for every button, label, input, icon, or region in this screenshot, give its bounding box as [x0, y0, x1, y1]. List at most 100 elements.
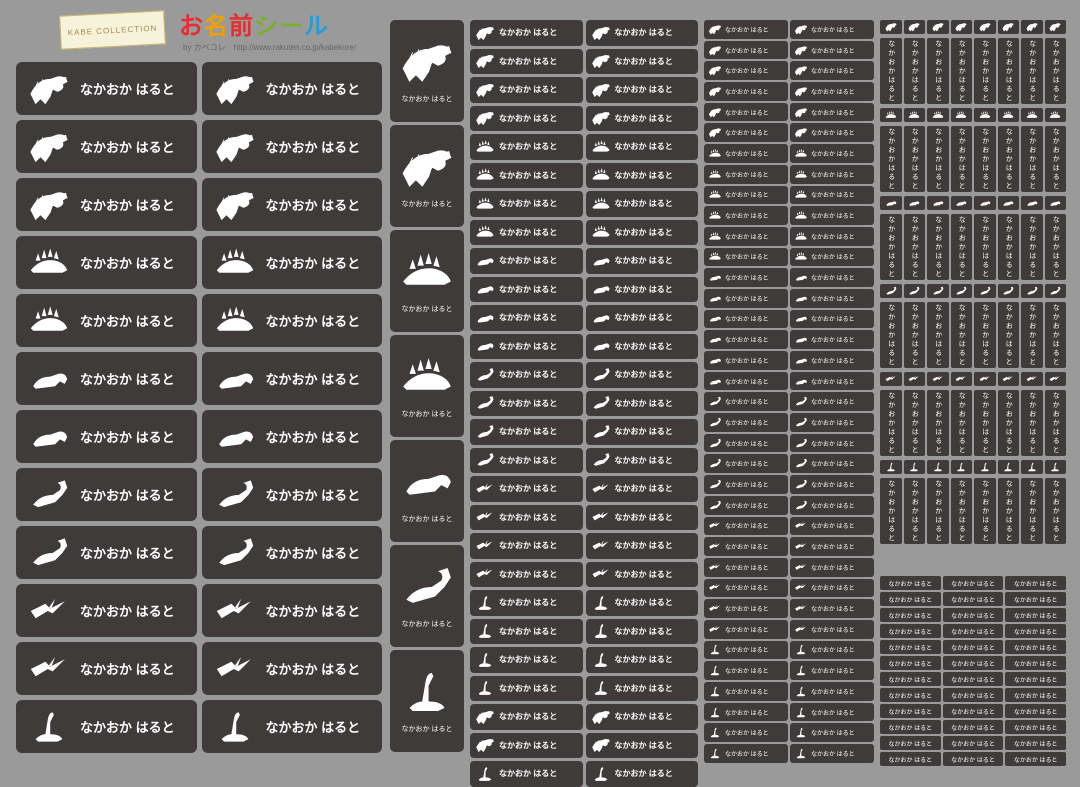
header: KABE COLLECTION お 名 前 シ ー ル by カベコレ http…	[60, 6, 356, 53]
label-medium: なかおか はると	[586, 590, 699, 616]
label-tiny-horizontal: なかおか はると	[943, 704, 1004, 718]
trex-icon	[951, 20, 973, 34]
label-tiny-vertical: なかおかはると	[1045, 214, 1067, 280]
stego-icon	[707, 148, 723, 159]
label-medium: なかおか はると	[586, 448, 699, 474]
label-tiny-vertical: なかおかはると	[1021, 478, 1043, 544]
label-medium: なかおか はると	[470, 704, 583, 730]
label-small: なかおか はると	[704, 206, 788, 225]
label-text: なかおか はると	[499, 426, 557, 437]
label-text: なかおか はると	[725, 46, 769, 55]
tricera-icon	[927, 196, 949, 210]
label-small: なかおか はると	[704, 227, 788, 246]
parasaur-icon	[793, 458, 809, 469]
label-large: なかおか はると	[202, 352, 383, 405]
tricera-icon	[1045, 196, 1067, 210]
label-text: なかおか はると	[499, 113, 557, 124]
stego-icon	[474, 224, 496, 240]
label-text: なかおかはると	[886, 392, 896, 455]
stego-icon	[590, 224, 612, 240]
label-text: なかおか はると	[811, 625, 855, 634]
label-text: なかおか はると	[811, 232, 855, 241]
pterodactyl-icon	[880, 372, 902, 386]
label-text: なかおか はると	[725, 501, 769, 510]
tiny-group: なかおかはるとなかおかはるとなかおかはるとなかおかはるとなかおかはるとなかおかは…	[880, 302, 1066, 368]
label-text: なかおか はると	[402, 409, 453, 419]
pterodactyl-icon	[793, 582, 809, 593]
parasaur-icon	[974, 284, 996, 298]
trex-icon	[793, 127, 809, 138]
label-medium: なかおか はると	[586, 134, 699, 160]
stego-icon	[1045, 108, 1067, 122]
stego-icon	[793, 231, 809, 242]
label-medium: なかおか はると	[470, 619, 583, 645]
label-text: なかおかはると	[909, 480, 919, 543]
label-small: なかおか はると	[790, 517, 874, 536]
label-text: なかおかはると	[1003, 392, 1013, 455]
pterodactyl-icon	[793, 562, 809, 573]
label-vertical: なかおか はると	[390, 440, 464, 542]
tricera-icon	[793, 293, 809, 304]
pterodactyl-icon	[474, 566, 496, 582]
label-medium: なかおか はると	[586, 391, 699, 417]
label-text: なかおかはると	[1027, 128, 1037, 191]
tricera-icon	[904, 196, 926, 210]
label-tiny-horizontal: なかおか はると	[880, 736, 941, 750]
label-text: なかおか はると	[1014, 691, 1058, 700]
label-medium: なかおか はると	[586, 647, 699, 673]
label-small: なかおか はると	[790, 41, 874, 60]
label-text: なかおか はると	[811, 87, 855, 96]
tricera-icon	[474, 253, 496, 269]
label-text: なかおかはると	[886, 304, 896, 367]
label-text: なかおか はると	[725, 170, 769, 179]
label-text: なかおか はると	[725, 232, 769, 241]
pterodactyl-icon	[474, 481, 496, 497]
tricera-icon	[24, 420, 74, 454]
label-text: なかおか はると	[725, 645, 769, 654]
tricera-icon	[707, 293, 723, 304]
label-medium: なかおか はると	[586, 562, 699, 588]
label-small: なかおか はると	[704, 413, 788, 432]
label-small: なかおか はると	[704, 392, 788, 411]
label-text: なかおか はると	[1014, 739, 1058, 748]
label-text: なかおか はると	[811, 314, 855, 323]
label-medium: なかおか はると	[586, 362, 699, 388]
trex-icon	[24, 130, 74, 164]
trex-icon	[590, 737, 612, 753]
pterodactyl-icon	[707, 541, 723, 552]
label-medium: なかおか はると	[586, 20, 699, 46]
pterodactyl-icon	[927, 372, 949, 386]
label-small: なかおか はると	[790, 641, 874, 660]
parasaur-icon	[210, 536, 260, 570]
label-text: なかおかはると	[1050, 392, 1060, 455]
label-large: なかおか はると	[16, 62, 197, 115]
pterodactyl-icon	[590, 509, 612, 525]
parasaur-icon	[400, 563, 454, 611]
label-text: なかおか はると	[888, 723, 932, 732]
label-text: なかおか はると	[499, 711, 557, 722]
label-text: なかおか はると	[811, 294, 855, 303]
label-text: なかおか はると	[725, 604, 769, 613]
pterodactyl-icon	[793, 603, 809, 614]
label-tiny-horizontal: なかおか はると	[1005, 736, 1066, 750]
pterodactyl-icon	[793, 541, 809, 552]
tricera-icon	[590, 253, 612, 269]
label-text: なかおか はると	[615, 626, 673, 637]
label-small: なかおか はると	[790, 661, 874, 680]
label-small: なかおか はると	[704, 475, 788, 494]
tricera-icon	[474, 338, 496, 354]
label-tiny-vertical: なかおかはると	[904, 126, 926, 192]
label-text: なかおか はると	[951, 643, 995, 652]
brachio-icon	[474, 680, 496, 696]
trex-icon	[210, 72, 260, 106]
stego-icon	[474, 196, 496, 212]
label-tiny-vertical: なかおかはると	[927, 478, 949, 544]
label-tiny-vertical: なかおかはると	[927, 126, 949, 192]
label-text: なかおかはると	[909, 128, 919, 191]
tiny-icon-row	[880, 20, 1066, 34]
tricera-icon	[707, 272, 723, 283]
title-main: お 名 前 シ ー ル	[179, 6, 356, 41]
label-text: なかおか はると	[811, 356, 855, 365]
trex-icon	[707, 45, 723, 56]
trex-icon	[927, 20, 949, 34]
